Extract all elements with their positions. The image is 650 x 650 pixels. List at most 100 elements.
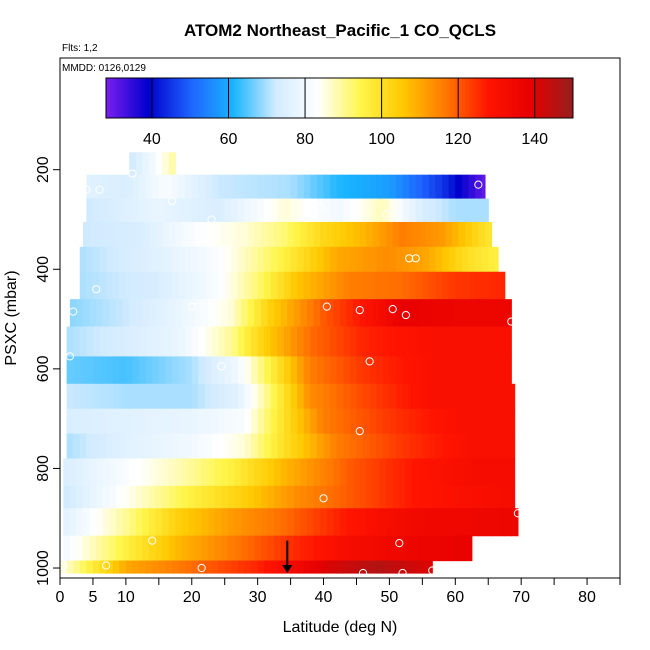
heatmap-cell — [465, 485, 473, 509]
heatmap-cell — [313, 221, 321, 248]
heatmap-cell — [135, 299, 143, 328]
heatmap-cell — [372, 299, 381, 328]
heatmap-cell — [386, 535, 394, 562]
heatmap-cell — [234, 508, 242, 537]
data-point — [428, 566, 437, 575]
heatmap-cell — [172, 356, 180, 385]
heatmap-cell — [494, 326, 503, 358]
heatmap-cell — [323, 356, 331, 385]
heatmap-cell — [471, 299, 479, 328]
heatmap-cell — [112, 246, 120, 273]
heatmap-cell — [396, 246, 404, 273]
heatmap-cell — [251, 433, 259, 460]
heatmap-cell — [498, 508, 506, 537]
heatmap-cell — [96, 221, 104, 248]
heatmap-cell — [211, 198, 219, 223]
heatmap-cell — [356, 433, 364, 460]
heatmap-cell — [191, 408, 199, 435]
heatmap-cell — [419, 299, 427, 328]
heatmap-cell — [175, 299, 183, 328]
heatmap-cell — [438, 508, 447, 537]
heatmap-cell — [191, 560, 199, 574]
heatmap-cell — [481, 174, 486, 200]
heatmap-cell — [83, 535, 91, 562]
heatmap-cell — [228, 535, 236, 562]
heatmap-cell — [139, 356, 147, 385]
heatmap-cell — [224, 560, 232, 574]
heatmap-cell — [356, 198, 364, 223]
heatmap-cell — [112, 174, 120, 200]
heatmap-cell — [79, 326, 87, 358]
heatmap-cell — [214, 485, 223, 509]
heatmap-cell — [79, 560, 87, 574]
heatmap-cell — [267, 458, 275, 487]
heatmap-cell — [270, 326, 279, 358]
heatmap-cell — [405, 485, 414, 509]
heatmap-cell — [155, 221, 163, 248]
heatmap-cell — [204, 356, 213, 385]
heatmap-cell — [264, 271, 272, 300]
heatmap-cell — [274, 535, 282, 562]
heatmap-cell — [89, 299, 97, 328]
data-point — [128, 169, 137, 178]
heatmap-cell — [270, 174, 279, 200]
heatmap-cell — [162, 221, 170, 248]
heatmap-cell — [303, 271, 311, 300]
heatmap-cell — [270, 198, 279, 223]
heatmap-cell — [405, 458, 414, 487]
data-point — [405, 254, 414, 263]
heatmap-cell — [475, 356, 483, 385]
heatmap-cell — [336, 198, 344, 223]
heatmap-cell — [382, 356, 391, 385]
heatmap-cell — [158, 408, 167, 435]
heatmap-cell — [349, 174, 358, 200]
heatmap-cell — [181, 299, 190, 328]
heatmap-cell — [178, 408, 186, 435]
heatmap-cell — [158, 356, 167, 385]
heatmap-cell — [139, 198, 147, 223]
heatmap-cell — [191, 326, 199, 358]
heatmap-cell — [442, 433, 450, 460]
heatmap-cell — [214, 508, 223, 537]
heatmap-cell — [231, 198, 239, 223]
heatmap-cell — [188, 508, 196, 537]
heatmap-cell — [102, 458, 111, 487]
heatmap-cell — [162, 485, 170, 509]
heatmap-cell — [323, 560, 331, 574]
heatmap-cell — [198, 383, 206, 410]
heatmap-cell — [198, 174, 206, 200]
x-tick-label: 70 — [512, 589, 530, 606]
heatmap-cell — [372, 485, 381, 509]
heatmap-cell — [356, 383, 364, 410]
heatmap-cell — [145, 560, 153, 574]
heatmap-cell — [435, 408, 443, 435]
heatmap-cell — [455, 383, 463, 410]
heatmap-cell — [498, 458, 506, 487]
y-tick-label: 200 — [35, 156, 52, 183]
heatmap-cell — [132, 408, 140, 435]
heatmap-cell — [481, 408, 489, 435]
heatmap-cell — [333, 221, 341, 248]
heatmap-cell — [112, 383, 120, 410]
heatmap-cell — [442, 271, 450, 300]
heatmap-cell — [494, 433, 503, 460]
heatmap-cell — [158, 174, 167, 200]
data-point — [513, 509, 522, 518]
heatmap-cell — [86, 198, 94, 223]
heatmap-cell — [346, 299, 354, 328]
heatmap-cell — [359, 221, 367, 248]
heatmap-cell — [231, 246, 239, 273]
heatmap-cell — [264, 560, 272, 574]
heatmap-cell — [316, 383, 325, 410]
heatmap-cell — [442, 383, 450, 410]
heatmap-cell — [481, 356, 489, 385]
heatmap-cell — [66, 326, 74, 358]
heatmap-cell — [244, 246, 252, 273]
heatmap-cell — [204, 433, 213, 460]
heatmap-cell — [455, 356, 463, 385]
heatmap-cell — [452, 221, 460, 248]
heatmap-cell — [257, 560, 265, 574]
heatmap-cell — [228, 299, 236, 328]
heatmap-cell — [475, 433, 483, 460]
heatmap-cell — [172, 246, 180, 273]
